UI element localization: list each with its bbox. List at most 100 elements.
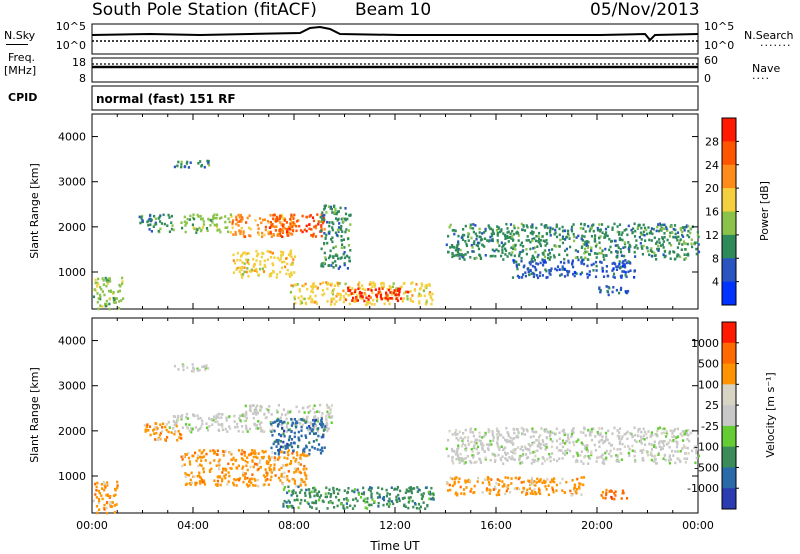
range-cell-10 bbox=[670, 244, 673, 247]
range-cell-9 bbox=[507, 476, 510, 480]
range-cell-12 bbox=[618, 262, 621, 266]
range-cell-8 bbox=[658, 440, 661, 443]
range-cell-10 bbox=[602, 496, 605, 500]
range-cell-10 bbox=[613, 222, 616, 226]
range-cell-6 bbox=[323, 213, 326, 217]
range-cell-10 bbox=[580, 246, 583, 249]
range-cell-4 bbox=[290, 424, 293, 427]
range-cell-9 bbox=[580, 493, 583, 496]
range-cell-8 bbox=[590, 430, 593, 434]
range-cell-3 bbox=[248, 408, 251, 412]
range-cell-8 bbox=[561, 457, 564, 460]
range-cell-2 bbox=[206, 428, 210, 432]
range-cell-5 bbox=[293, 271, 296, 274]
range-cell-8 bbox=[658, 445, 661, 448]
range-cell-0 bbox=[108, 297, 111, 300]
range-cell-7 bbox=[364, 288, 367, 292]
range-cell-10 bbox=[640, 238, 643, 241]
range-cell-3 bbox=[282, 226, 285, 229]
range-cell-6 bbox=[366, 497, 369, 500]
range-cell-10 bbox=[616, 244, 619, 247]
range-cell-2 bbox=[216, 225, 219, 229]
range-cell-8 bbox=[649, 435, 652, 438]
range-cell-5 bbox=[256, 252, 259, 256]
range-cell-4 bbox=[313, 422, 316, 425]
range-cell-1 bbox=[156, 427, 159, 430]
range-cell-3 bbox=[270, 413, 273, 416]
range-cell-10 bbox=[466, 251, 469, 254]
range-cell-6 bbox=[335, 211, 339, 215]
range-cell-8 bbox=[581, 443, 584, 446]
range-cell-8 bbox=[522, 449, 525, 452]
y-tick-label: 2000 bbox=[58, 425, 86, 438]
range-cell-5 bbox=[300, 453, 303, 457]
range-cell-6 bbox=[376, 496, 380, 499]
range-cell-2 bbox=[197, 428, 200, 431]
range-cell-6 bbox=[329, 501, 332, 504]
range-cell-2 bbox=[213, 213, 216, 216]
range-cell-6 bbox=[312, 501, 316, 505]
range-cell-6 bbox=[396, 488, 399, 491]
range-cell-8 bbox=[618, 437, 621, 440]
range-cell-8 bbox=[491, 453, 494, 456]
range-cell-10 bbox=[526, 225, 529, 229]
range-cell-8 bbox=[523, 445, 526, 448]
range-cell-5 bbox=[255, 249, 258, 253]
range-cell-6 bbox=[329, 207, 332, 210]
range-cell-8 bbox=[461, 439, 464, 442]
range-cell-7 bbox=[379, 292, 382, 295]
range-cell-8 bbox=[473, 440, 476, 444]
range-cell-9 bbox=[531, 480, 534, 483]
freq-tick-high: 18 bbox=[72, 56, 86, 69]
range-cell-6 bbox=[300, 498, 303, 502]
range-cell-12 bbox=[619, 265, 622, 269]
range-cell-3 bbox=[258, 423, 261, 426]
range-cell-10 bbox=[526, 235, 529, 238]
range-cell-10 bbox=[610, 239, 613, 243]
range-cell-10 bbox=[593, 237, 597, 241]
range-cell-8 bbox=[534, 454, 537, 458]
range-cell-12 bbox=[550, 267, 553, 270]
range-cell-3 bbox=[256, 411, 259, 415]
range-cell-4 bbox=[283, 420, 286, 424]
range-cell-8 bbox=[519, 454, 522, 458]
range-cell-7 bbox=[382, 282, 385, 285]
range-cell-8 bbox=[515, 436, 518, 439]
range-cell-12 bbox=[573, 274, 576, 278]
colorbar-segment bbox=[722, 405, 736, 427]
range-cell-6 bbox=[362, 492, 365, 496]
range-cell-8 bbox=[490, 443, 493, 446]
range-cell-10 bbox=[651, 250, 654, 253]
range-cell-8 bbox=[489, 458, 492, 462]
range-cell-5 bbox=[252, 269, 255, 272]
range-cell-6 bbox=[361, 492, 364, 496]
range-cell-4 bbox=[273, 429, 276, 433]
range-cell-6 bbox=[367, 488, 370, 491]
range-cell-2 bbox=[184, 224, 187, 227]
range-cell-5 bbox=[217, 476, 220, 479]
range-cell-4 bbox=[278, 229, 281, 232]
range-cell-6 bbox=[346, 506, 349, 509]
range-cell-9 bbox=[465, 486, 468, 489]
range-cell-3 bbox=[326, 429, 329, 433]
range-cell-8 bbox=[530, 462, 533, 465]
range-cell-10 bbox=[686, 234, 689, 237]
range-cell-10 bbox=[642, 230, 645, 234]
range-cell-8 bbox=[619, 447, 622, 451]
range-cell-10 bbox=[518, 254, 521, 258]
range-cell-10 bbox=[573, 235, 576, 238]
range-cell-7 bbox=[395, 287, 398, 290]
range-cell-8 bbox=[655, 446, 658, 449]
range-cell-8 bbox=[681, 447, 684, 450]
range-cell-10 bbox=[474, 224, 477, 227]
range-cell-5 bbox=[262, 455, 265, 459]
range-cell-12 bbox=[620, 276, 623, 279]
range-cell-12 bbox=[528, 261, 531, 264]
range-cell-7 bbox=[310, 285, 313, 288]
range-cell-1 bbox=[172, 228, 175, 232]
range-cell-10 bbox=[613, 491, 616, 495]
range-cell-7 bbox=[418, 301, 421, 305]
range-cell-10 bbox=[670, 225, 673, 228]
range-cell-8 bbox=[478, 439, 481, 442]
range-cell-10 bbox=[544, 226, 547, 229]
